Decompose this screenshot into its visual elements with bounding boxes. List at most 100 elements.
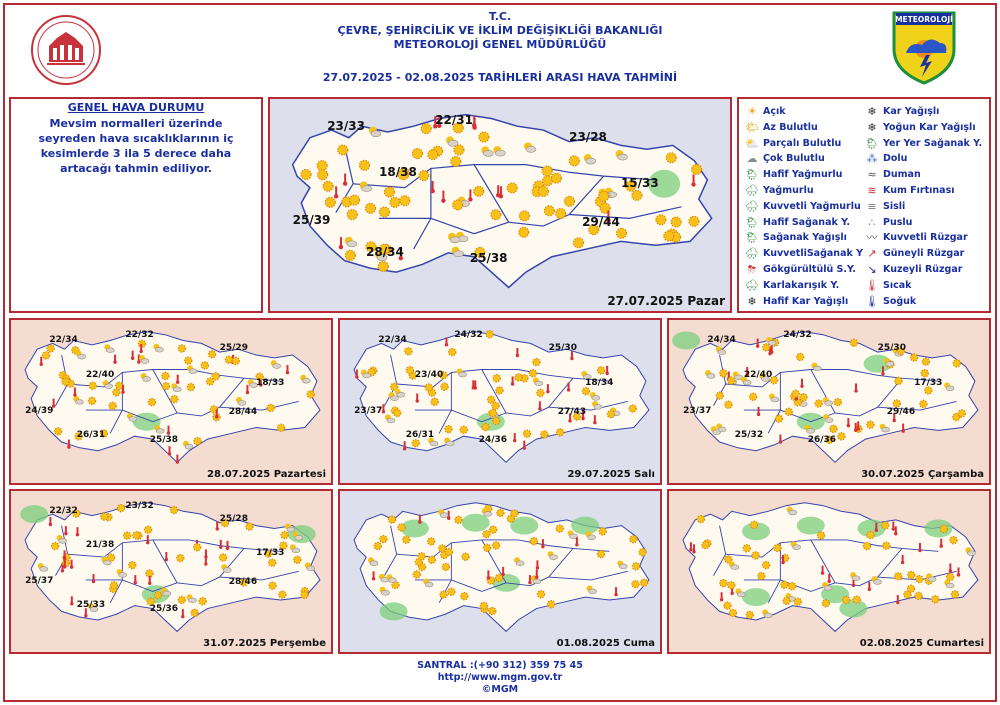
- partly-cloudy-icon: [804, 424, 815, 434]
- sun-icon: [852, 595, 861, 604]
- partly-cloudy-icon: [811, 362, 822, 372]
- map-day-5: 22/32 23/32 25/28 21/38 17/33 25/37 25/33 25/36…: [9, 489, 333, 654]
- sun-icon: [200, 361, 210, 370]
- sun-icon: [50, 541, 60, 551]
- legend-item-light-rain: 🌦 Hafif Yağmurlu: [745, 167, 842, 182]
- temp-label-southeast-anatolia: 28/46: [228, 577, 258, 588]
- hot-icon: [204, 556, 208, 566]
- sun-icon: [231, 356, 240, 366]
- sun-icon: [190, 608, 199, 618]
- legend-label: Açık: [763, 106, 786, 117]
- sun-icon: [881, 521, 890, 530]
- sun-icon: [112, 388, 121, 397]
- map-date-label: 29.07.2025 Salı: [567, 469, 655, 480]
- hot-icon: [402, 441, 407, 451]
- sun-icon: [453, 144, 465, 156]
- sun-icon: [153, 591, 163, 600]
- sun-icon: [924, 386, 933, 395]
- partly-cloudy-icon: [583, 154, 597, 165]
- sun-icon: [596, 549, 606, 559]
- sun-icon: [88, 381, 97, 390]
- temp-label-marmara: 22/32: [49, 505, 78, 516]
- legend-label: Hafif Kar Yağışlı: [763, 295, 849, 307]
- legend-item-few-clouds: 🌤 Az Bulutlu: [745, 120, 818, 135]
- region-border: [481, 369, 574, 417]
- general-weather-box: GENEL HAVA DURUMU Mevsim normalleri üzer…: [9, 97, 263, 313]
- temp-label-east-anatolia: 17/33: [914, 378, 943, 389]
- partly-cloudy-icon: [481, 146, 494, 157]
- partly-cloudy-icon: [523, 142, 537, 153]
- sandstorm-icon: ≋: [867, 184, 877, 197]
- legend-label: Yoğun Kar Yağışlı: [883, 121, 976, 133]
- region-border: [414, 579, 507, 592]
- sun-icon: [572, 237, 585, 249]
- region-border: [572, 548, 610, 552]
- sun-icon: [866, 530, 875, 540]
- sun-icon: [444, 547, 454, 557]
- legend-label: Yağmurlu: [763, 185, 814, 196]
- footer-url[interactable]: http://www.mgm.gov.tr: [437, 672, 563, 683]
- sun-icon: [454, 515, 463, 525]
- sun-icon: [452, 122, 464, 134]
- sun-icon: [742, 544, 751, 553]
- sun-icon: [346, 208, 358, 221]
- partly-cloudy-icon: [368, 126, 382, 138]
- sun-icon: [598, 190, 610, 202]
- hot-icon: [956, 567, 961, 577]
- sun-icon: [628, 404, 637, 413]
- sun-icon: [727, 376, 736, 385]
- partly-cloudy-icon: [481, 507, 493, 517]
- hot-icon: [575, 537, 579, 547]
- rain-area: [400, 519, 429, 538]
- hot-icon: [62, 550, 67, 560]
- sun-icon: [631, 562, 641, 571]
- temp-label-marmara: 22/34: [49, 334, 78, 345]
- region-border: [481, 539, 574, 587]
- partly-cloudy-icon: [384, 414, 396, 424]
- sun-icon: [906, 570, 916, 580]
- legend-label: Karlakarışık Y.: [763, 279, 840, 291]
- temp-label-mediterranean-east: 25/38: [469, 251, 508, 265]
- sun-icon: [909, 353, 919, 362]
- sun-icon: [418, 170, 430, 182]
- legend-label: Duman: [883, 169, 921, 181]
- hot-icon: [215, 409, 219, 419]
- sun-icon: [192, 543, 202, 552]
- sun-icon: [903, 590, 912, 599]
- turkey-map: [353, 329, 650, 463]
- sun-icon: [543, 205, 555, 217]
- partly-cloudy-icon: [37, 562, 49, 572]
- partly-cloudy-icon: [446, 136, 459, 147]
- hot-icon: [146, 535, 150, 545]
- hot-icon: [430, 181, 435, 194]
- partly-cloudy-icon: [871, 575, 882, 585]
- partly-cloudy-icon: [728, 561, 740, 570]
- sun-icon: [522, 429, 532, 438]
- sun-icon: [518, 210, 530, 222]
- hot-icon: [418, 514, 422, 524]
- sun-icon: [665, 152, 677, 164]
- sun-icon: [749, 520, 759, 530]
- region-border: [743, 409, 836, 423]
- map-day-6: 01.08.2025 Cuma: [338, 489, 662, 654]
- legend-label: Sıcak: [883, 279, 912, 291]
- hot-icon: [333, 186, 339, 199]
- footer-phone: SANTRAL :(+90 312) 359 75 45: [417, 660, 583, 671]
- legend-label: Kuvvetli Yağmurlu: [763, 200, 861, 212]
- temp-label-aegean: 23/37: [683, 405, 712, 416]
- region-border: [548, 570, 628, 581]
- sun-icon: [491, 416, 501, 426]
- partly-cloudy-icon: [344, 236, 358, 248]
- sun-icon: [723, 601, 732, 610]
- sun-icon: [615, 227, 628, 239]
- partly-cloudy-icon: [586, 585, 597, 595]
- sun-icon: ☀: [747, 105, 757, 118]
- smoke-icon: ≈: [867, 168, 877, 182]
- ministry-logo: [25, 12, 107, 88]
- sun-icon: [518, 226, 530, 238]
- country-outline: [682, 331, 979, 463]
- fog-icon: ≡: [867, 199, 877, 213]
- partly-cloudy-icon: [944, 382, 955, 392]
- sun-icon: [655, 214, 667, 226]
- sun-icon: [821, 599, 831, 608]
